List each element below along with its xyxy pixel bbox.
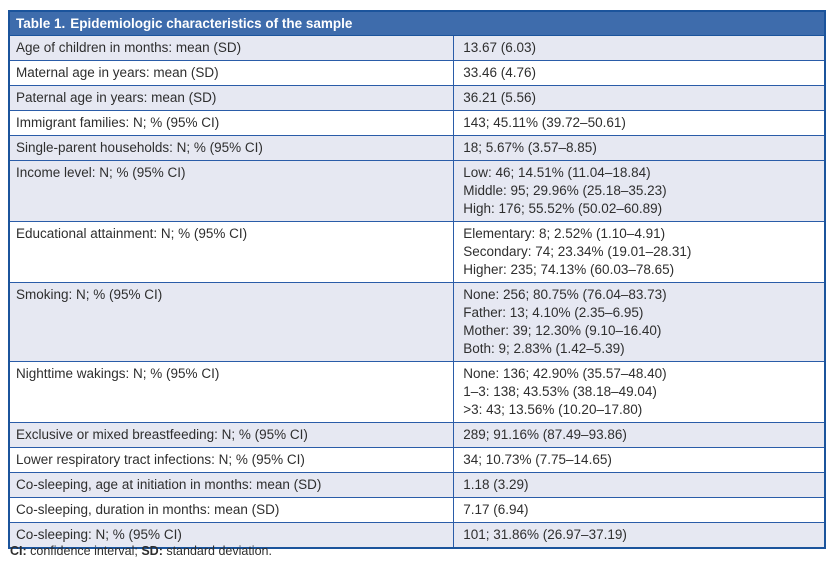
table-row: Smoking: N; % (95% CI) None: 256; 80.75%…	[8, 282, 826, 362]
row-value: 1.18 (3.29)	[453, 472, 826, 498]
row-label: Co-sleeping, duration in months: mean (S…	[8, 497, 455, 523]
ci-definition: confidence interval;	[26, 544, 142, 558]
row-value: 34; 10.73% (7.75–14.65)	[453, 447, 826, 473]
row-value: Elementary: 8; 2.52% (1.10–4.91) Seconda…	[453, 221, 826, 283]
row-label: Nighttime wakings: N; % (95% CI)	[8, 361, 455, 423]
row-value: 18; 5.67% (3.57–8.85)	[453, 135, 826, 161]
ci-abbreviation: CI:	[10, 544, 27, 558]
row-label: Educational attainment: N; % (95% CI)	[8, 221, 455, 283]
row-value: 33.46 (4.76)	[453, 60, 826, 86]
row-label: Co-sleeping, age at initiation in months…	[8, 472, 455, 498]
row-value: 143; 45.11% (39.72–50.61)	[453, 110, 826, 136]
sd-abbreviation: SD:	[141, 544, 163, 558]
row-value: 101; 31.86% (26.97–37.19)	[453, 522, 826, 549]
table-row: Single-parent households: N; % (95% CI) …	[8, 135, 826, 161]
row-value: 7.17 (6.94)	[453, 497, 826, 523]
abbreviations-note: CI: confidence interval; SD: standard de…	[10, 544, 272, 558]
row-value: None: 136; 42.90% (35.57–48.40) 1–3: 138…	[453, 361, 826, 423]
row-label: Maternal age in years: mean (SD)	[8, 60, 455, 86]
row-label: Lower respiratory tract infections: N; %…	[8, 447, 455, 473]
epidemiology-table: Table 1. Epidemiologic characteristics of…	[8, 10, 826, 549]
row-value: Low: 46; 14.51% (11.04–18.84) Middle: 95…	[453, 160, 826, 222]
row-label: Age of children in months: mean (SD)	[8, 35, 455, 61]
row-value: None: 256; 80.75% (76.04–83.73) Father: …	[453, 282, 826, 362]
table-row: Income level: N; % (95% CI) Low: 46; 14.…	[8, 160, 826, 222]
row-value: 36.21 (5.56)	[453, 85, 826, 111]
row-label: Paternal age in years: mean (SD)	[8, 85, 455, 111]
table-row: Exclusive or mixed breastfeeding: N; % (…	[8, 422, 826, 448]
table-row: Nighttime wakings: N; % (95% CI) None: 1…	[8, 361, 826, 423]
row-label: Single-parent households: N; % (95% CI)	[8, 135, 455, 161]
row-value: 13.67 (6.03)	[453, 35, 826, 61]
table-number-label: Table 1.	[16, 15, 66, 31]
table-row: Co-sleeping, duration in months: mean (S…	[8, 497, 826, 523]
table-row: Educational attainment: N; % (95% CI) El…	[8, 221, 826, 283]
table-row: Immigrant families: N; % (95% CI) 143; 4…	[8, 110, 826, 136]
row-label: Co-sleeping: N; % (95% CI)	[8, 522, 455, 549]
row-label: Income level: N; % (95% CI)	[8, 160, 455, 222]
table-row: Lower respiratory tract infections: N; %…	[8, 447, 826, 473]
table-container: Table 1. Epidemiologic characteristics of…	[8, 10, 826, 549]
table-title: Table 1. Epidemiologic characteristics of…	[8, 10, 826, 36]
table-row: Co-sleeping: N; % (95% CI) 101; 31.86% (…	[8, 522, 826, 549]
table-row: Age of children in months: mean (SD) 13.…	[8, 35, 826, 61]
table-row: Paternal age in years: mean (SD) 36.21 (…	[8, 85, 826, 111]
table-row: Maternal age in years: mean (SD) 33.46 (…	[8, 60, 826, 86]
table-title-row: Table 1. Epidemiologic characteristics of…	[8, 10, 826, 36]
sd-definition: standard deviation.	[162, 544, 272, 558]
row-label: Immigrant families: N; % (95% CI)	[8, 110, 455, 136]
table-row: Co-sleeping, age at initiation in months…	[8, 472, 826, 498]
table-title-text: Epidemiologic characteristics of the sam…	[70, 15, 353, 31]
row-value: 289; 91.16% (87.49–93.86)	[453, 422, 826, 448]
row-label: Smoking: N; % (95% CI)	[8, 282, 455, 362]
row-label: Exclusive or mixed breastfeeding: N; % (…	[8, 422, 455, 448]
